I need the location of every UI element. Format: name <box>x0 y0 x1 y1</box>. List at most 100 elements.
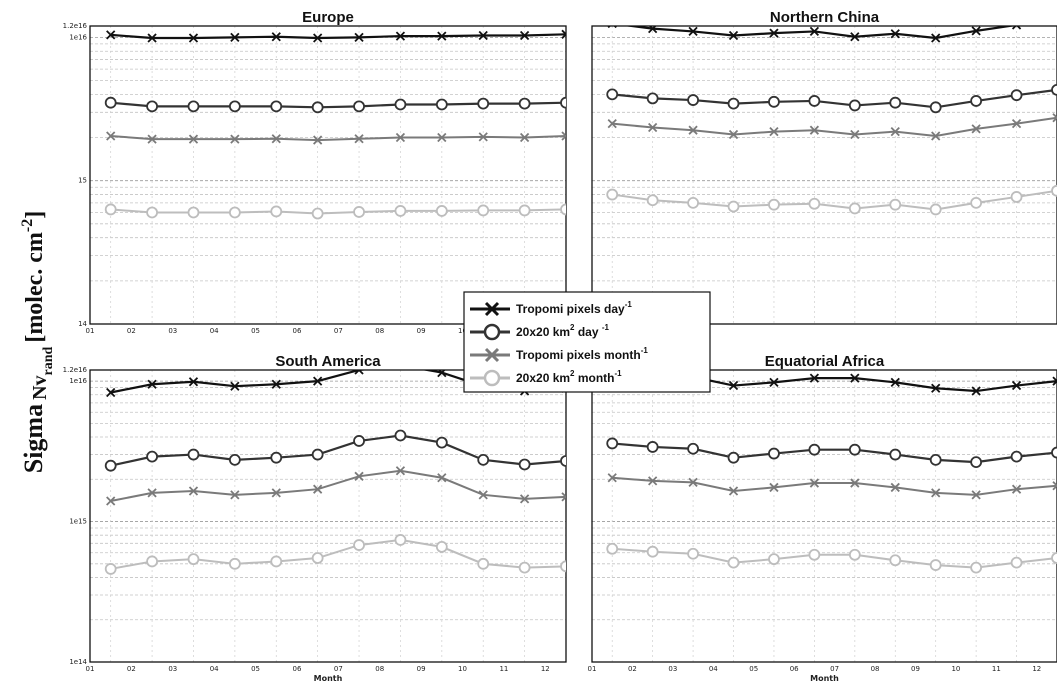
series-point <box>808 95 821 107</box>
series-point <box>518 204 531 217</box>
series-point <box>688 477 698 488</box>
y-axis-label: SigmaNvrand[molec. cm-2] <box>19 211 56 474</box>
series-point <box>146 100 158 113</box>
series-point <box>646 92 659 105</box>
series-point <box>728 380 739 391</box>
panel-frame <box>89 25 567 325</box>
series-point <box>187 100 200 113</box>
series-point <box>890 377 900 387</box>
series-point <box>270 451 283 464</box>
series-point <box>970 95 983 107</box>
panel-series <box>104 370 566 575</box>
series-point <box>1011 380 1022 391</box>
x-tick-label: 06 <box>292 665 301 673</box>
legend-marker <box>483 369 501 387</box>
series-point <box>848 548 861 561</box>
panel-grid <box>90 26 567 325</box>
series-point <box>606 188 619 201</box>
series-point <box>848 202 861 215</box>
series-point <box>848 443 861 456</box>
series-point <box>648 26 658 34</box>
series-point <box>394 429 407 442</box>
x-tick-label: 08 <box>871 665 880 673</box>
series-point <box>727 556 740 569</box>
series-point <box>560 203 566 216</box>
series-point <box>850 32 860 42</box>
x-tick-label: 04 <box>210 665 219 673</box>
series-point <box>931 33 941 43</box>
series-point <box>768 447 780 460</box>
series-point <box>354 370 364 375</box>
series-point <box>477 557 490 570</box>
x-tick-label: 11 <box>992 665 1001 673</box>
series-point <box>311 101 324 114</box>
panel-equatorial-africa: Equatorial Africa 01 02 03 04 05 06 07 08 09 10 11 1… <box>588 353 1057 683</box>
series-point <box>561 131 566 141</box>
series-point <box>188 134 199 144</box>
series-point <box>519 30 530 41</box>
series-point <box>808 548 821 561</box>
x-tick-label: 09 <box>417 327 426 335</box>
series-point <box>769 482 779 493</box>
series-point <box>435 98 448 111</box>
legend-item: Tropomi pixels day-1 <box>470 300 632 317</box>
x-tick-label: 10 <box>458 327 467 335</box>
series-point <box>187 448 200 461</box>
series-point <box>970 561 983 574</box>
series-point <box>850 373 860 383</box>
series-point <box>270 555 283 568</box>
x-tick-label: 02 <box>628 665 637 673</box>
series-point <box>104 459 117 472</box>
x-tick-label: 12 <box>541 665 550 673</box>
panel-title: Northern China <box>770 9 880 26</box>
series-line <box>110 538 566 570</box>
series-point <box>230 134 240 144</box>
series-point <box>271 379 281 389</box>
series-point <box>271 32 281 42</box>
y-tick-label: 1e16 <box>69 377 87 385</box>
legend-text: Tropomi pixels day-1 <box>516 300 632 316</box>
series-point <box>104 203 117 216</box>
panel-title: Europe <box>302 9 354 26</box>
series-line <box>612 547 1057 569</box>
series-point <box>648 122 658 133</box>
series-point <box>313 33 323 43</box>
series-point <box>1010 556 1023 569</box>
series-point <box>931 383 941 393</box>
legend-marker <box>483 323 501 341</box>
series-point <box>271 488 281 498</box>
series-line <box>110 33 566 40</box>
series-point <box>808 197 821 210</box>
x-tick-label: 10 <box>458 665 467 673</box>
panel-frame <box>591 369 1057 663</box>
series-line <box>612 88 1057 109</box>
series-point <box>1010 450 1023 463</box>
legend-item: 20x20 km2 day -1 <box>470 323 610 341</box>
series-point <box>270 205 283 218</box>
series-point <box>646 545 659 558</box>
x-tick-label: 09 <box>911 665 920 673</box>
panel-frame <box>591 25 1057 325</box>
x-tick-label: 01 <box>588 665 597 673</box>
series-line <box>612 476 1057 496</box>
x-tick-label: 03 <box>168 327 177 335</box>
series-point <box>929 101 942 114</box>
series-point <box>477 453 490 466</box>
series-point <box>1052 481 1057 491</box>
series-point <box>106 131 116 141</box>
series-point <box>1010 191 1023 203</box>
x-tick-label: 05 <box>749 665 758 673</box>
series-point <box>435 541 448 553</box>
series-point <box>971 490 981 500</box>
series-point <box>1011 119 1022 129</box>
series-line <box>612 116 1057 138</box>
x-tick-label: 03 <box>168 665 177 673</box>
series-point <box>646 194 659 207</box>
series-line <box>612 442 1057 464</box>
panel-grid <box>592 26 1057 325</box>
series-point <box>809 478 820 488</box>
series-point <box>478 490 488 500</box>
